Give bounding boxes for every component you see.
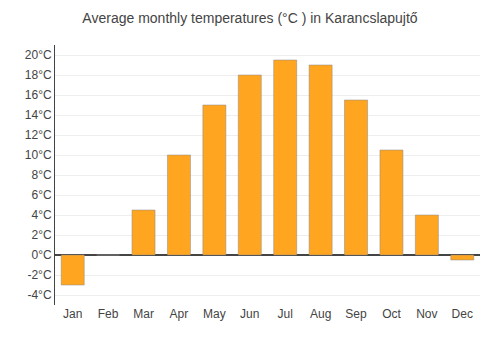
svg-text:Jan: Jan xyxy=(63,307,82,321)
svg-text:20°C: 20°C xyxy=(25,48,52,62)
svg-text:-2°C: -2°C xyxy=(27,268,51,282)
svg-text:Dec: Dec xyxy=(452,307,473,321)
svg-text:Apr: Apr xyxy=(170,307,189,321)
svg-text:8°C: 8°C xyxy=(31,168,51,182)
svg-text:4°C: 4°C xyxy=(31,208,51,222)
svg-text:-4°C: -4°C xyxy=(27,288,51,302)
svg-text:Jul: Jul xyxy=(278,307,293,321)
svg-text:Average monthly temperatures (: Average monthly temperatures (°C ) in Ka… xyxy=(82,10,417,26)
svg-text:Nov: Nov xyxy=(416,307,437,321)
svg-text:10°C: 10°C xyxy=(25,148,52,162)
svg-text:2°C: 2°C xyxy=(31,228,51,242)
svg-text:Jun: Jun xyxy=(240,307,259,321)
svg-text:Mar: Mar xyxy=(133,307,154,321)
svg-text:18°C: 18°C xyxy=(25,68,52,82)
svg-text:14°C: 14°C xyxy=(25,108,52,122)
svg-text:16°C: 16°C xyxy=(25,88,52,102)
svg-text:Sep: Sep xyxy=(345,307,367,321)
svg-text:Oct: Oct xyxy=(382,307,401,321)
svg-text:Aug: Aug xyxy=(310,307,331,321)
svg-text:Feb: Feb xyxy=(98,307,119,321)
svg-text:May: May xyxy=(203,307,226,321)
svg-text:6°C: 6°C xyxy=(31,188,51,202)
svg-text:12°C: 12°C xyxy=(25,128,52,142)
svg-text:0°C: 0°C xyxy=(31,248,51,262)
